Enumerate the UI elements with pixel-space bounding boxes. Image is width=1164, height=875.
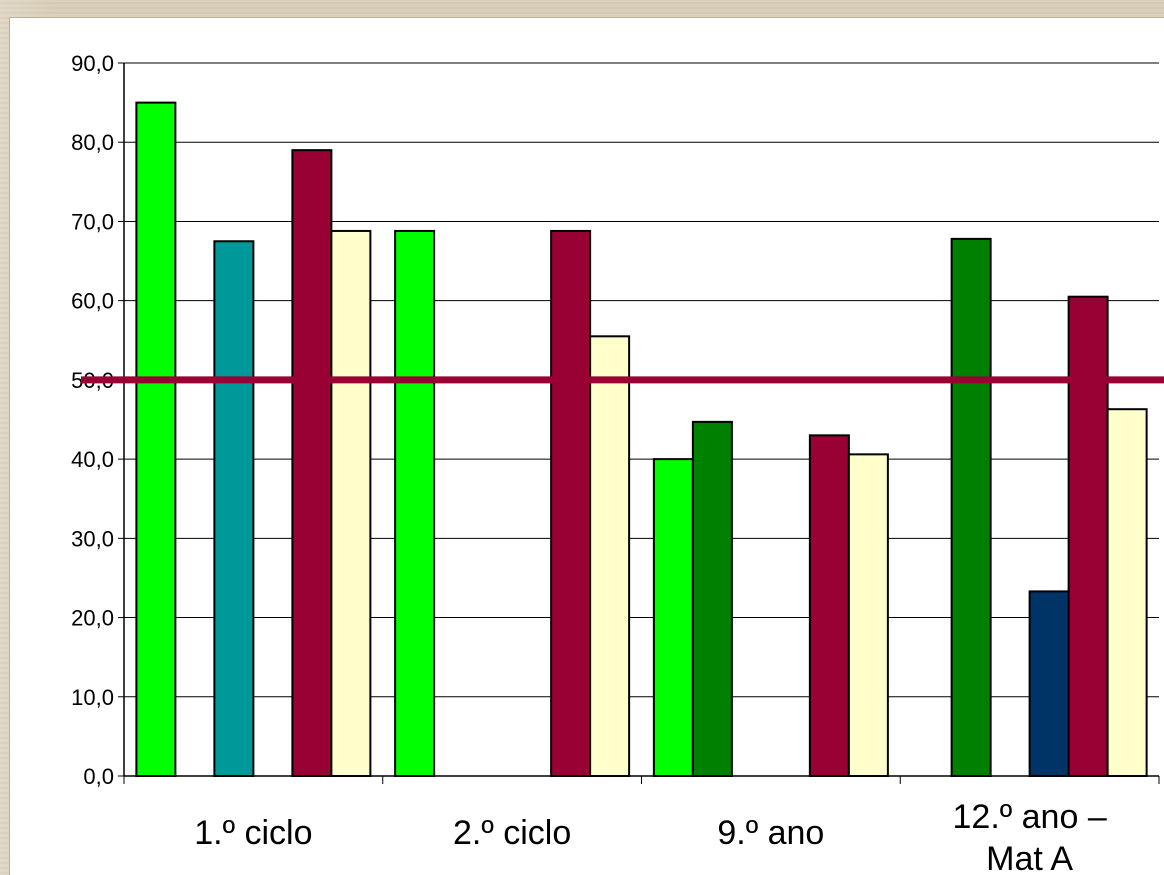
bar [213,240,255,777]
bar [1106,408,1148,777]
y-tick-label: 60,0 [71,289,114,314]
bar-chart: 0,010,020,030,040,050,060,070,080,090,0 … [71,51,1164,875]
bar [550,229,592,777]
y-tick-label: 80,0 [71,130,114,155]
bars [135,101,1148,778]
x-category-label: 2.º ciclo [453,814,571,852]
bar [394,229,436,777]
bar [847,453,889,777]
y-tick-labels: 0,010,020,030,040,050,060,070,080,090,0 [71,51,114,789]
x-category-label: 9.º ano [717,814,824,852]
bar [589,335,631,777]
bar [950,237,992,777]
y-tick-label: 0,0 [83,764,114,789]
chart-panel: 0,010,020,030,040,050,060,070,080,090,0 … [9,17,1164,875]
y-tick-label: 30,0 [71,526,114,551]
x-category-label: Mat A [986,840,1073,875]
axes [118,62,1160,784]
bar [808,434,850,777]
bar [1028,590,1070,778]
x-category-label: 12.º ano – [953,798,1107,836]
bar [691,420,733,777]
bar [652,458,694,777]
y-tick-label: 90,0 [71,51,114,76]
y-tick-label: 10,0 [71,685,114,710]
x-category-label: 1.º ciclo [194,814,312,852]
y-tick-label: 20,0 [71,606,114,631]
y-tick-label: 70,0 [71,209,114,234]
x-category-labels: 1.º ciclo 2.º ciclo 9.º ano 12.º ano – Mat A [194,798,1107,875]
bar [291,149,333,777]
y-tick-label: 40,0 [71,447,114,472]
bar [330,229,372,777]
bar [1067,295,1109,777]
bar [135,101,177,778]
